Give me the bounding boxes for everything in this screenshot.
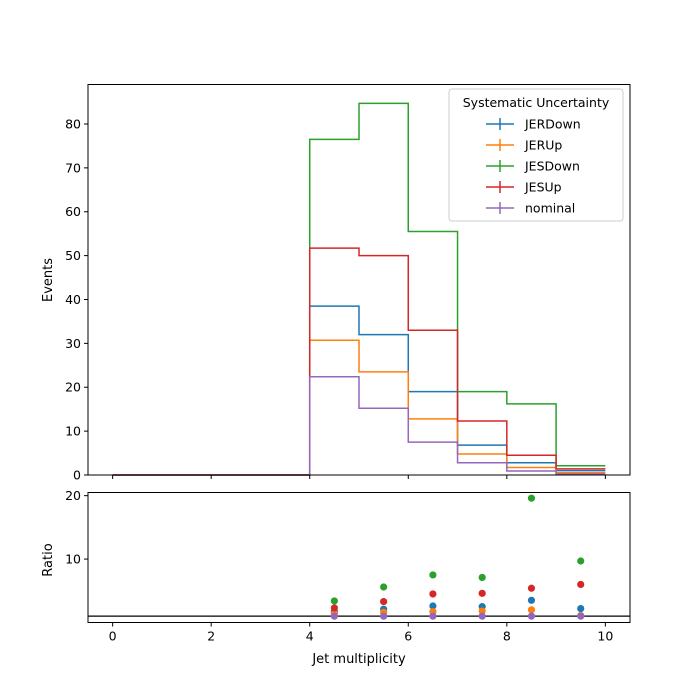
ratio-point-JESDown [330,597,338,605]
legend-entry-JERUp: JERUp [486,138,562,153]
ratio-point-JESUp [478,589,486,597]
main-panel: 0 10 20 30 40 50 60 70 80 Events [41,84,631,483]
x-tick-label: 2 [207,629,215,644]
legend-frame [448,88,624,222]
main-axes-frame [87,84,631,476]
ratio-point-JESUp [380,597,388,606]
y-tick-label: 60 [65,204,81,219]
ratio-point-JERUp [527,606,536,614]
main-y-axis-label: Events [41,258,56,302]
y-tick-label: 70 [65,160,81,175]
ratio-y-ticks: 10 20 [65,488,88,567]
ratio-point-JESUp [527,584,536,592]
legend-label: JESDown [524,159,580,174]
y-tick-label: 10 [65,424,81,439]
main-y-ticks: 0 10 20 30 40 50 60 70 80 [65,116,88,483]
main-x-ticks [112,475,606,479]
ratio-y-axis-label: Ratio [41,543,56,576]
y-tick-label: 80 [65,116,81,131]
ratio-point-JERUp [478,607,486,615]
legend-label: JERDown [524,117,581,132]
series-line-nominal [112,375,606,476]
x-axis-label: Jet multiplicity [311,652,406,667]
x-tick-label: 6 [404,629,412,644]
y-tick-label: 20 [65,380,81,395]
ratio-panel: 10 20 0 2 4 6 8 10 Ratio Jet multiplicity [41,488,631,667]
ratio-point-JESDown [577,557,585,565]
ratio-point-nominal [429,612,437,620]
y-tick-label: 40 [65,292,81,307]
ratio-point-nominal [577,612,585,620]
ratio-y-tick-label: 10 [65,552,81,567]
x-tick-label: 0 [109,629,117,644]
ratio-y-tick-label: 20 [65,488,81,503]
legend-label: nominal [525,201,575,216]
legend-label: JESUp [524,180,562,195]
legend: Systematic Uncertainty JERDown JERUp JESDo… [448,88,624,222]
legend-title: Systematic Uncertainty [463,95,610,110]
y-tick-label: 30 [65,336,81,351]
ratio-point-nominal [478,612,486,620]
x-tick-label: 10 [597,629,613,644]
ratio-point-JESUp [330,604,338,612]
ratio-point-JESDown [380,583,388,591]
legend-label: JERUp [524,138,562,153]
ratio-point-JESUp [429,590,437,598]
ratio-point-JERDown [429,602,437,610]
legend-items: JERDown JERUp JESDown JESUp nominal [486,117,581,216]
y-tick-label: 50 [65,248,81,263]
ratio-point-JESDown [429,571,437,579]
ratio-point-JESUp [577,580,585,589]
x-tick-label: 4 [306,629,314,644]
legend-entry-JESDown: JESDown [486,159,580,174]
y-tick-label: 0 [73,468,81,483]
legend-entry-nominal: nominal [486,201,575,216]
ratio-point-JESDown [478,573,486,582]
ratio-point-JESDown [527,494,536,502]
x-tick-label: 8 [503,629,511,644]
ratio-points-group [330,494,585,620]
ratio-point-nominal [330,612,338,620]
ratio-point-nominal [380,612,388,620]
ratio-point-JERDown [577,604,585,613]
ratio-axes-frame [87,492,631,623]
ratio-x-ticks: 0 2 4 6 8 10 [109,622,613,644]
ratio-point-JERDown [527,596,536,604]
legend-entry-JESUp: JESUp [486,180,562,195]
legend-entry-JERDown: JERDown [486,117,581,132]
ratio-point-nominal [527,612,536,620]
